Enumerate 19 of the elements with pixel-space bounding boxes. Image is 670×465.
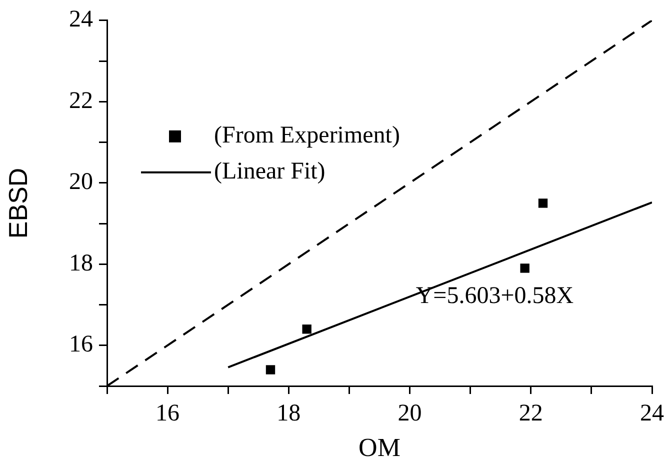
x-tick-label: 24 [640, 400, 664, 427]
x-tick-label: 20 [398, 400, 422, 427]
y-tick-label: 16 [69, 332, 93, 358]
legend-label: (From Experiment) [214, 122, 400, 149]
point [266, 365, 276, 374]
y-axis-title: EBSD [2, 168, 33, 239]
point [302, 324, 312, 334]
y-tick-label: 22 [69, 88, 93, 114]
point [538, 198, 548, 208]
x-tick-label: 18 [276, 400, 301, 427]
y-tick-label: 18 [69, 250, 93, 276]
legend-label: (Linear Fit) [214, 158, 326, 185]
x-tick-label: 22 [518, 400, 543, 427]
point [520, 264, 530, 273]
y-tick-label: 24 [69, 6, 93, 33]
y-tick-label: 20 [69, 169, 93, 196]
x-tick-label: 16 [156, 400, 180, 427]
annotation: Y=5.603+0.58X [416, 282, 574, 309]
x-axis-title: OM [358, 433, 400, 462]
